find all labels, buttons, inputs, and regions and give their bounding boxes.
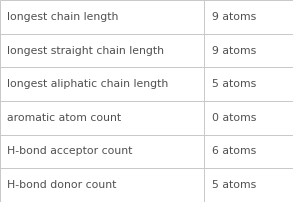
Text: longest aliphatic chain length: longest aliphatic chain length bbox=[7, 79, 168, 89]
Text: 0 atoms: 0 atoms bbox=[212, 113, 257, 123]
Text: longest straight chain length: longest straight chain length bbox=[7, 45, 164, 56]
Text: 6 atoms: 6 atoms bbox=[212, 146, 257, 157]
Text: 9 atoms: 9 atoms bbox=[212, 45, 257, 56]
Bar bbox=[0, 135, 204, 168]
Text: 9 atoms: 9 atoms bbox=[212, 12, 257, 22]
Bar bbox=[204, 0, 293, 34]
Bar bbox=[0, 101, 204, 135]
Bar bbox=[0, 0, 204, 34]
Bar bbox=[0, 34, 204, 67]
Bar bbox=[204, 168, 293, 202]
Bar bbox=[0, 67, 204, 101]
Text: aromatic atom count: aromatic atom count bbox=[7, 113, 122, 123]
Bar bbox=[204, 34, 293, 67]
Text: longest chain length: longest chain length bbox=[7, 12, 119, 22]
Text: 5 atoms: 5 atoms bbox=[212, 180, 257, 190]
Bar bbox=[204, 101, 293, 135]
Bar bbox=[204, 67, 293, 101]
Text: H-bond acceptor count: H-bond acceptor count bbox=[7, 146, 133, 157]
Bar bbox=[204, 135, 293, 168]
Bar bbox=[0, 168, 204, 202]
Text: H-bond donor count: H-bond donor count bbox=[7, 180, 117, 190]
Text: 5 atoms: 5 atoms bbox=[212, 79, 257, 89]
